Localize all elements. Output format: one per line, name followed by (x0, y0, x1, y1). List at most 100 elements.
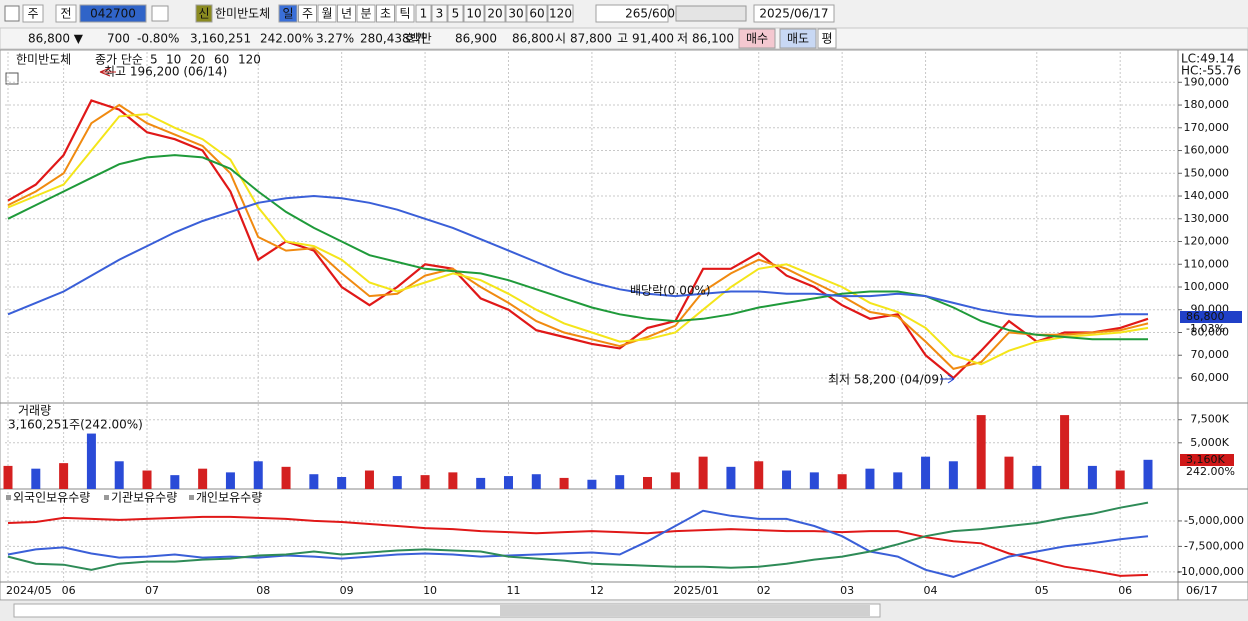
stock-code[interactable]: 042700 (90, 7, 136, 21)
series-line (7, 194, 1148, 318)
date-box[interactable] (753, 4, 835, 23)
volume-bar (337, 476, 347, 489)
period[interactable]: 주 (27, 7, 38, 21)
unit-button[interactable]: 틱 (399, 7, 410, 21)
volume-bar (3, 465, 13, 489)
unit-button-box[interactable] (395, 4, 415, 23)
new-flag-box[interactable] (195, 4, 213, 23)
quote-volume: 3,160,251 (190, 32, 251, 46)
volume-bar (114, 461, 124, 489)
x-tick-label: 06 (1118, 584, 1132, 597)
interval-button[interactable]: 120 (549, 7, 572, 21)
interval-button-box[interactable] (415, 4, 432, 23)
y-tick-label: 140,000 (1184, 189, 1230, 202)
unit-button-box[interactable] (356, 4, 376, 23)
interval-button-box[interactable] (447, 4, 464, 23)
quote-turnover: 3.27% (316, 32, 354, 46)
x-tick-label: 06 (62, 584, 76, 597)
interval-button-box[interactable] (547, 4, 574, 23)
quote-button-box[interactable] (779, 28, 817, 49)
volume-bar (476, 477, 486, 489)
interval-button[interactable]: 3 (436, 7, 444, 21)
market-box[interactable] (55, 4, 77, 23)
market[interactable]: 전 (60, 7, 71, 21)
interval-button-box[interactable] (463, 4, 485, 23)
scroll-thumb[interactable] (500, 605, 870, 616)
date[interactable]: 2025/06/17 (759, 7, 828, 21)
volume-bar (782, 470, 792, 489)
interval-button[interactable]: 1 (420, 7, 428, 21)
volume-bar (364, 470, 374, 489)
y-tick-label: -7,500,000 (1184, 539, 1244, 552)
quote-open: 87,800 (570, 32, 612, 46)
volume-bar (448, 472, 458, 489)
legend-entry: 개인보유수량 (196, 491, 262, 505)
unit-button[interactable]: 분 (360, 7, 371, 21)
quote-button-box[interactable] (738, 28, 776, 49)
period-box[interactable] (22, 4, 44, 23)
unit-button-box[interactable] (317, 4, 337, 23)
count-box (595, 4, 669, 23)
volume-bar (142, 470, 152, 489)
tool-icons[interactable] (675, 5, 747, 22)
y-tick-label: 70,000 (1191, 348, 1230, 361)
volume-bar (31, 468, 41, 489)
x-tick-label: 10 (423, 584, 437, 597)
interval-button-box[interactable] (431, 4, 448, 23)
volume-bar (754, 461, 764, 489)
unit-button-box[interactable] (278, 4, 298, 23)
quote-open-label: 시 (555, 32, 566, 46)
unit-button-box[interactable] (298, 4, 317, 23)
unit-button-box[interactable] (337, 4, 356, 23)
quote-bg (0, 27, 1248, 50)
quote-sell[interactable]: 매도 (787, 32, 809, 46)
bar-count: 265 (625, 7, 648, 21)
quote-ask: 86,900 (455, 32, 497, 46)
y-tick-label: 170,000 (1184, 121, 1230, 134)
quote-amount: 280,438백만 (360, 32, 432, 46)
unit-button[interactable]: 년 (341, 7, 352, 21)
volume-bar (392, 476, 402, 489)
volume-bar (253, 461, 263, 489)
unit-button[interactable]: 초 (380, 7, 391, 21)
window-icon[interactable] (4, 5, 20, 22)
interval-button-box[interactable] (505, 4, 527, 23)
interval-button[interactable]: 60 (529, 7, 544, 21)
interval-button[interactable]: 30 (508, 7, 523, 21)
new-flag[interactable]: 신 (198, 7, 209, 21)
unit-button[interactable]: 월 (321, 7, 332, 21)
x-tick-label: 2024/05 (6, 584, 52, 597)
price-tag-box (1180, 311, 1242, 323)
interval-button[interactable]: 5 (452, 7, 460, 21)
volume-tag: 3,160K (1186, 453, 1225, 466)
unit-button[interactable]: 일 (282, 7, 293, 21)
table-icon[interactable] (5, 72, 19, 85)
volume-bar (865, 468, 875, 489)
interval-button[interactable]: 20 (487, 7, 502, 21)
y-tick-label: 180,000 (1184, 98, 1230, 111)
x-tick-label: 12 (590, 584, 604, 597)
quote-price: 86,800 ▼ (28, 32, 84, 46)
interval-button-box[interactable] (526, 4, 548, 23)
volume-title: 거래량 (18, 404, 51, 418)
x-tick-label: 07 (145, 584, 159, 597)
x-tick-label: 03 (840, 584, 854, 597)
stock-code-box[interactable] (79, 4, 147, 23)
quote-avg[interactable]: 평 (821, 32, 832, 46)
interval-button-box[interactable] (484, 4, 506, 23)
unit-button[interactable]: 주 (302, 7, 313, 21)
unit-button-box[interactable] (376, 4, 395, 23)
search-icon[interactable] (151, 5, 169, 22)
volume-bar (893, 472, 903, 489)
volume-bar (420, 475, 430, 489)
quote-low-label: 저 (677, 32, 688, 46)
legend-swatch (6, 495, 11, 500)
interval-button[interactable]: 10 (466, 7, 481, 21)
quote-volume-ratio: 242.00% (260, 32, 313, 46)
series-line (7, 515, 1149, 577)
quote-button-box[interactable] (817, 28, 837, 49)
x-tick-label: 2025/01 (673, 584, 719, 597)
quote-buy[interactable]: 매수 (746, 32, 768, 46)
volume-bar (948, 461, 958, 489)
